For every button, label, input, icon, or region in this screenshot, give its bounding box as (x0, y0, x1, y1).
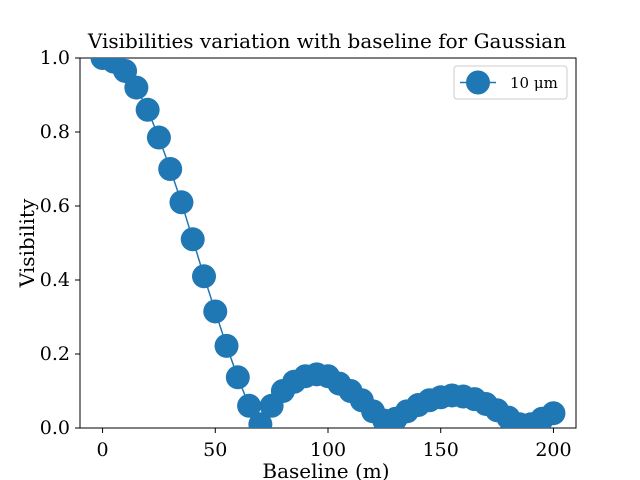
legend-label: 10 μm (510, 74, 558, 92)
plot-area: 0 50 100 150 200 0.0 0.2 0.4 0.6 0.8 1.0 (40, 47, 577, 461)
x-axis-ticks: 0 50 100 150 200 (96, 428, 572, 461)
data-point (169, 190, 194, 215)
data-point (146, 125, 171, 150)
data-point (541, 401, 566, 426)
data-point (158, 157, 183, 181)
x-tick-label: 0 (96, 439, 108, 461)
data-point (135, 97, 160, 122)
data-point (225, 365, 250, 390)
y-axis-ticks: 0.0 0.2 0.4 0.6 0.8 1.0 (40, 47, 80, 439)
data-point (237, 393, 262, 418)
data-point (203, 299, 228, 324)
y-tick-label: 0.8 (40, 121, 70, 143)
x-tick-label: 150 (423, 439, 459, 461)
data-point (192, 264, 216, 289)
y-tick-label: 0.4 (40, 269, 70, 291)
x-axis-label: Baseline (m) (262, 459, 389, 480)
data-point (124, 75, 149, 100)
legend: 10 μm (453, 65, 568, 100)
y-tick-label: 1.0 (40, 47, 70, 69)
series-layer (90, 58, 566, 428)
y-tick-label: 0.0 (40, 417, 70, 439)
x-tick-label: 50 (203, 439, 227, 461)
x-tick-label: 100 (310, 439, 346, 461)
data-point (214, 333, 239, 358)
y-tick-label: 0.6 (40, 195, 70, 217)
legend-marker (466, 70, 490, 95)
chart-title: Visibilities variation with baseline for… (87, 29, 566, 53)
x-tick-label: 200 (535, 439, 571, 461)
y-tick-label: 0.2 (40, 343, 70, 365)
y-axis-label: Visibility (15, 198, 39, 288)
data-point (180, 227, 205, 252)
